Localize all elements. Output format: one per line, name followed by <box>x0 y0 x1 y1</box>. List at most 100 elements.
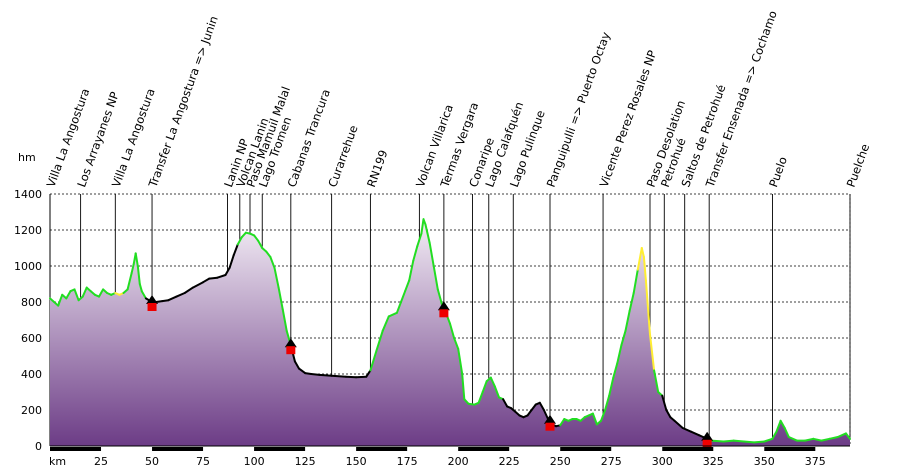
profile-segment <box>644 279 651 336</box>
profile-segment <box>828 436 839 440</box>
profile-segment <box>665 409 672 419</box>
profile-segment <box>481 380 488 393</box>
profile-segment <box>232 243 239 257</box>
lodging-icon <box>545 422 555 431</box>
profile-segment <box>689 430 700 437</box>
profile-segment <box>775 419 782 433</box>
profile-segment <box>155 300 164 303</box>
profile-segment <box>73 288 80 302</box>
x-tick-label: 50 <box>145 455 159 468</box>
profile-segment <box>269 256 276 269</box>
profile-segment <box>812 437 823 442</box>
profile-segment <box>65 290 72 300</box>
profile-segment <box>183 286 194 294</box>
profile-segment <box>591 412 598 426</box>
x-tick-label: 175 <box>397 455 418 468</box>
profile-segment <box>502 398 509 408</box>
profile-segment <box>653 369 660 393</box>
profile-segment <box>375 329 384 352</box>
profile-segment <box>420 218 425 235</box>
x-tick-label: 125 <box>295 455 316 468</box>
x-tick-label: 250 <box>550 455 571 468</box>
profile-segment <box>273 266 280 289</box>
profile-segment <box>820 437 831 442</box>
x-tick-label: 325 <box>703 455 724 468</box>
profile-segment <box>771 430 778 440</box>
profile-segment <box>457 347 464 375</box>
summit-triangle-icon <box>544 414 556 424</box>
waypoint-label: Cabanas Trancura <box>284 87 332 189</box>
axes: 25 50 75 100 125 150 175 200 225 250 275 300 325 350 3… <box>50 445 850 468</box>
x-tick-label: 200 <box>448 455 469 468</box>
profile-segment <box>412 245 419 262</box>
profile-segment <box>628 292 635 312</box>
waypoint-markers <box>146 295 714 448</box>
profile-segment <box>600 409 607 422</box>
waypoint-label: Curarrehue <box>325 123 360 189</box>
profile-segment <box>453 337 460 350</box>
profile-segment <box>387 311 398 318</box>
y-tick-label: 1000 <box>14 260 42 273</box>
profile-segment <box>318 373 333 377</box>
profile-segment <box>281 308 288 332</box>
x-axis-scale-segment <box>560 447 612 451</box>
profile-segment <box>369 349 378 372</box>
x-axis-scale-segment <box>662 447 714 451</box>
profile-segment <box>710 439 725 443</box>
waypoint-lines <box>49 194 851 440</box>
y-tick-label: 600 <box>21 332 42 345</box>
profile-segment <box>293 360 300 370</box>
profile-segment <box>763 437 774 443</box>
waypoint-label: Transfer La Angostura => Junin <box>145 14 220 190</box>
profile-segment <box>381 315 390 332</box>
profile-segment <box>753 440 766 444</box>
profile-segment <box>559 418 566 427</box>
profile-segment <box>216 274 227 279</box>
profile-segment <box>636 247 643 271</box>
profile-segment <box>208 276 219 280</box>
x-tick-label: 25 <box>94 455 108 468</box>
profile-segment <box>836 432 847 438</box>
x-axis-scale-segment <box>356 447 408 451</box>
x-tick-label: 275 <box>601 455 622 468</box>
profile-segment <box>161 299 170 303</box>
profile-segment <box>167 295 178 302</box>
profile-segment <box>632 268 639 294</box>
y-tick-label: 200 <box>21 404 42 417</box>
lodging-icon <box>147 303 157 311</box>
x-tick-label: 75 <box>196 455 210 468</box>
elevation-area <box>50 219 850 446</box>
profile-segment <box>408 259 415 282</box>
profile-segment <box>136 265 141 285</box>
profile-segment <box>673 419 684 429</box>
profile-segment <box>202 277 211 284</box>
profile-segment <box>400 290 407 303</box>
profile-segment <box>787 436 798 442</box>
profile-segment <box>649 333 656 372</box>
profile-segment <box>526 409 533 417</box>
x-tick-label: 375 <box>805 455 826 468</box>
y-tick-label: 1200 <box>14 224 42 237</box>
profile-segment <box>428 241 435 267</box>
profile-segment <box>642 256 647 282</box>
profile-segment <box>604 394 611 411</box>
summit-triangle-icon <box>146 295 159 304</box>
profile-segment <box>140 290 147 300</box>
x-tick-label: 150 <box>346 455 367 468</box>
profile-segment <box>138 283 143 293</box>
profile-segment <box>616 344 623 365</box>
x-axis-scale-segment <box>254 447 306 451</box>
profile-segment <box>477 391 484 404</box>
profile-segment <box>463 398 470 405</box>
x-tick-label: 300 <box>652 455 673 468</box>
profile-segment <box>620 329 627 347</box>
profile-segment <box>424 223 431 244</box>
profile-segment <box>449 322 456 339</box>
x-axis-unit-label: km <box>49 455 66 468</box>
waypoint-label: RN199 <box>364 148 390 189</box>
waypoint-label: Panguipulli => Puerto Octay <box>544 30 613 189</box>
profile-segment <box>57 293 64 307</box>
y-axis-unit-label: hm <box>18 151 36 164</box>
